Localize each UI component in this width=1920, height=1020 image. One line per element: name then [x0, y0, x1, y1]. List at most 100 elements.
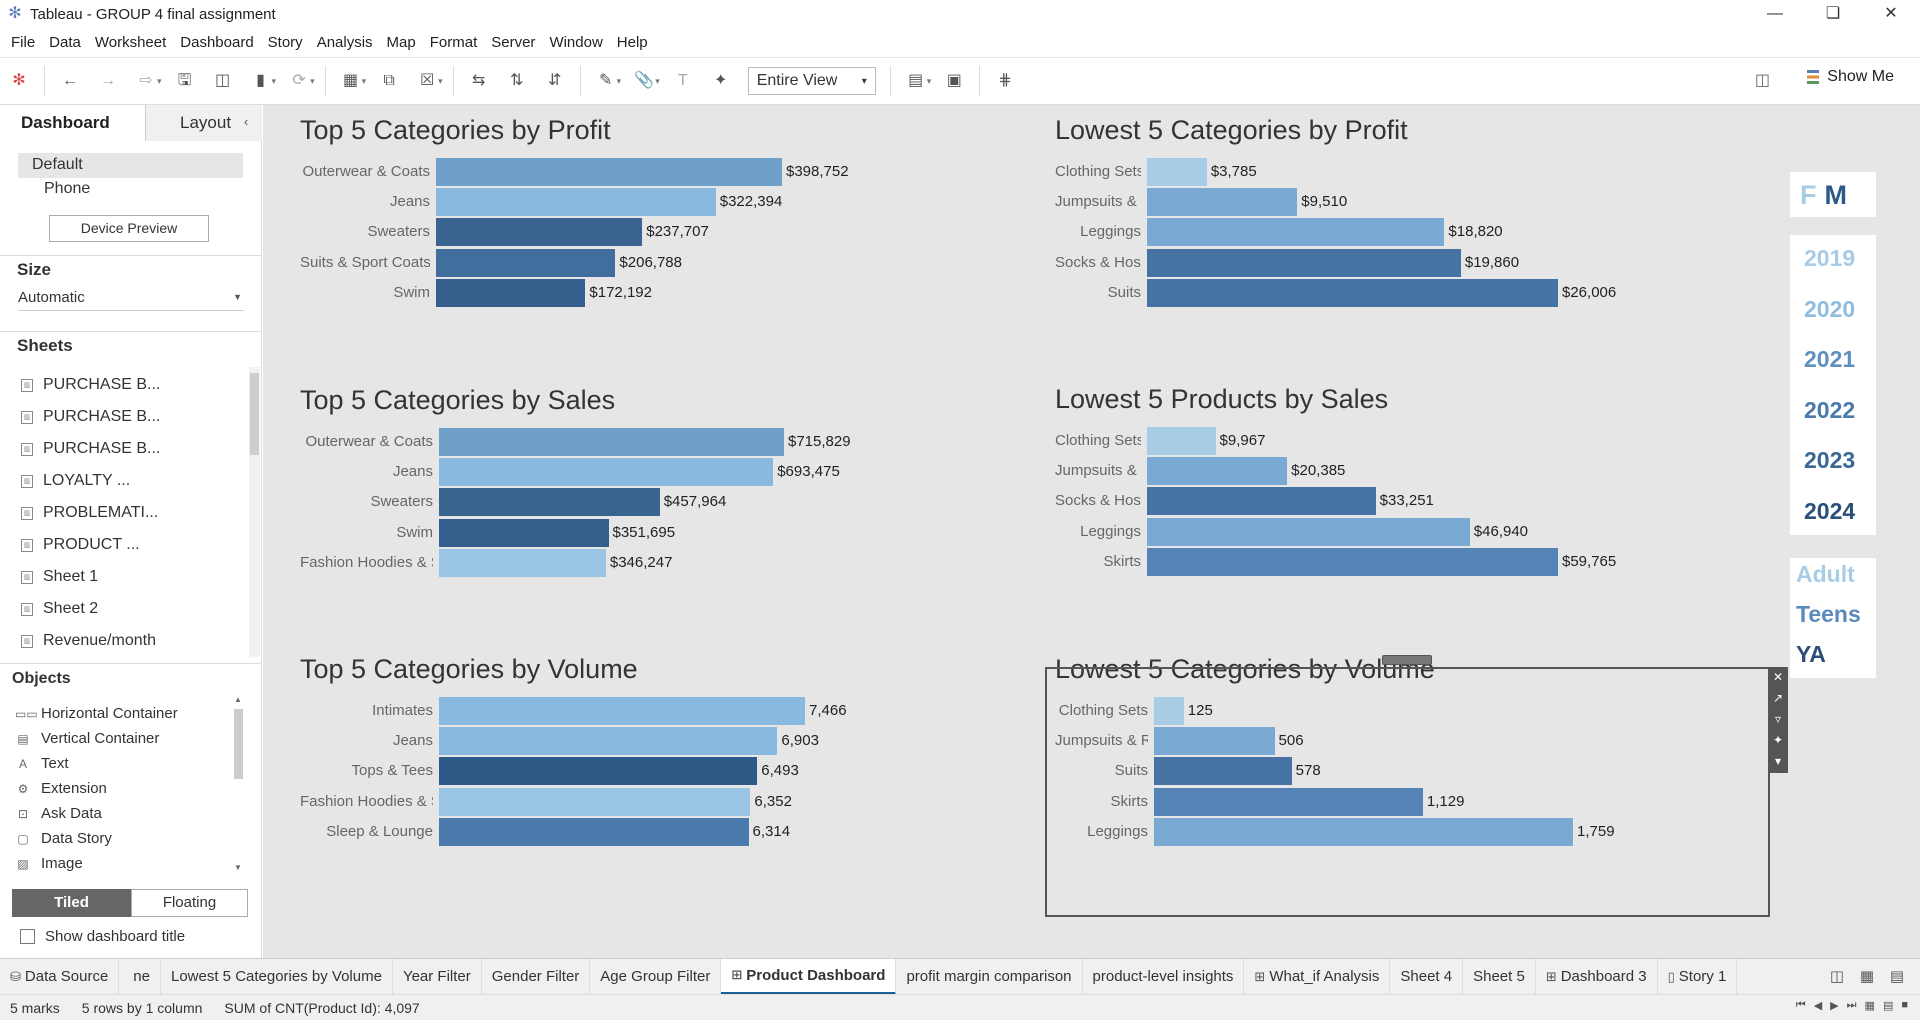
bar-row[interactable]: Jumpsuits & Ro.. 506	[1055, 727, 1755, 756]
bar[interactable]	[1147, 188, 1298, 217]
bar[interactable]	[439, 727, 778, 756]
menu-item-dashboard[interactable]: Dashboard	[180, 33, 254, 51]
device-default[interactable]: Default	[18, 153, 243, 178]
bar[interactable]	[1154, 787, 1423, 816]
bar[interactable]	[439, 787, 751, 816]
bar[interactable]	[439, 817, 749, 846]
age-option-teens[interactable]: Teens	[1796, 601, 1861, 627]
year-option-2024[interactable]: 2024	[1804, 497, 1856, 524]
menu-item-worksheet[interactable]: Worksheet	[94, 33, 167, 51]
age-option-adult[interactable]: Adult	[1796, 561, 1855, 587]
bar-row[interactable]: Swim $351,695	[300, 518, 1000, 547]
object-item[interactable]: ▤ Vertical Container	[0, 726, 240, 751]
bar-row[interactable]: Jeans $693,475	[300, 458, 1000, 487]
year-option-2019[interactable]: 2019	[1804, 245, 1856, 271]
tab-product-level-insights[interactable]: product-level insights	[1083, 958, 1245, 995]
bar-row[interactable]: Clothing Sets 125	[1055, 697, 1755, 725]
tab-profit-margin-comparison[interactable]: profit margin comparison	[896, 958, 1083, 995]
bar-row[interactable]: Clothing Sets $9,967	[1055, 427, 1755, 455]
gender-f[interactable]: F	[1800, 180, 1817, 210]
fit-dropdown[interactable]: Entire View ▾	[747, 67, 876, 95]
gender-m[interactable]: M	[1824, 180, 1848, 210]
bar-row[interactable]: Socks & Hosiery $33,251	[1055, 487, 1755, 516]
swap-icon[interactable]: ⇆	[471, 72, 486, 89]
year-option-2023[interactable]: 2023	[1804, 447, 1856, 473]
sheet-list-item[interactable]: ▥ PRODUCT ...	[0, 529, 250, 561]
object-item[interactable]: ⊡ Ask Data	[0, 801, 240, 826]
sheet-list-item[interactable]: ▥ PROBLEMATI...	[0, 497, 250, 529]
bar-row[interactable]: Suits & Sport Coats $206,788	[300, 248, 1000, 277]
tab-lowest-5-categories-by-volume[interactable]: Lowest 5 Categories by Volume	[161, 958, 393, 995]
more-options-icon[interactable]: ▾	[1774, 754, 1782, 768]
sort-descending-icon[interactable]: ⇵	[547, 72, 562, 89]
bar[interactable]	[1147, 487, 1376, 516]
bar[interactable]	[439, 458, 774, 487]
bar[interactable]	[1147, 517, 1470, 546]
objects-scrollbar[interactable]: ▲ ▼	[234, 695, 243, 872]
show-cards-icon[interactable]: ▤	[908, 72, 924, 89]
tab-gender-filter[interactable]: Gender Filter	[482, 958, 591, 995]
prev-page-icon[interactable]: ◀	[1813, 1000, 1823, 1012]
last-page-icon[interactable]: ⏭	[1846, 999, 1857, 1011]
tab-year-filter[interactable]: Year Filter	[393, 958, 482, 995]
undo-icon[interactable]: ←	[62, 72, 78, 89]
duplicate-icon[interactable]: ⧉	[383, 72, 395, 89]
bar-row[interactable]: Skirts 1,129	[1055, 787, 1755, 816]
tab-dashboard-3[interactable]: ⊞ Dashboard 3	[1536, 958, 1658, 995]
tab-age-group-filter[interactable]: Age Group Filter	[590, 958, 722, 995]
show-me-button[interactable]: Show Me	[1807, 68, 1894, 86]
bar[interactable]	[436, 248, 616, 277]
highlight-icon[interactable]: ✎	[598, 72, 613, 89]
restore-icon[interactable]: ❏	[1825, 5, 1841, 22]
menu-item-window[interactable]: Window	[549, 33, 603, 51]
bar[interactable]	[1147, 218, 1445, 247]
pin-icon[interactable]: ✦	[1772, 733, 1784, 747]
menu-item-analysis[interactable]: Analysis	[316, 33, 373, 51]
bar-row[interactable]: Suits 578	[1055, 757, 1755, 786]
bar-row[interactable]: Jeans $322,394	[300, 188, 1000, 217]
sort-ascending-icon[interactable]: ⇅	[509, 72, 524, 89]
bar-row[interactable]: Tops & Tees 6,493	[300, 757, 1000, 786]
sheet-sorter-icon[interactable]: ▦	[1864, 1000, 1875, 1012]
tab-sheet-5[interactable]: Sheet 5	[1463, 958, 1536, 995]
checkbox[interactable]	[20, 929, 35, 944]
save-icon[interactable]: 🖫	[177, 72, 192, 89]
object-item[interactable]: A Text	[0, 751, 240, 776]
object-item[interactable]: ▢ Data Story	[0, 826, 240, 851]
bar[interactable]	[1147, 547, 1558, 576]
tab-ne[interactable]: ne	[119, 958, 161, 995]
year-option-2021[interactable]: 2021	[1804, 346, 1856, 372]
bar-row[interactable]: Outerwear & Coats $398,752	[300, 158, 1000, 186]
bar[interactable]	[439, 757, 758, 786]
floating-button[interactable]: Floating	[131, 889, 248, 917]
tab-product-dashboard[interactable]: ⊞ Product Dashboard	[721, 958, 897, 995]
object-item[interactable]: ▨ Image	[0, 851, 240, 876]
menu-item-file[interactable]: File	[11, 33, 36, 51]
object-item[interactable]: ▭▭ Horizontal Container	[0, 701, 240, 726]
sheet-list-item[interactable]: ▥ Sheet 2	[0, 593, 250, 625]
bar[interactable]	[439, 697, 805, 725]
new-dashboard-icon[interactable]: ▦	[1859, 968, 1875, 985]
filmstrip-icon[interactable]: ▤	[1882, 1000, 1894, 1012]
menu-item-help[interactable]: Help	[616, 33, 648, 51]
presentation-mode-icon[interactable]: ▣	[946, 72, 962, 89]
minimize-icon[interactable]: —	[1767, 5, 1783, 22]
bar[interactable]	[436, 188, 716, 217]
bar[interactable]	[1147, 457, 1288, 486]
bar[interactable]	[436, 278, 586, 307]
bar-row[interactable]: Fashion Hoodies & Sweat.. 6,352	[300, 787, 1000, 816]
bar-row[interactable]: Sweaters $457,964	[300, 488, 1000, 517]
tab-sheet-4[interactable]: Sheet 4	[1390, 958, 1464, 995]
redo-icon[interactable]: →	[100, 72, 116, 89]
bar[interactable]	[1147, 427, 1216, 455]
bar-row[interactable]: Outerwear & Coats $715,829	[300, 428, 1000, 456]
bar[interactable]	[1154, 727, 1275, 756]
share-icon[interactable]: ⋕	[998, 72, 1012, 89]
bar-row[interactable]: Leggings $18,820	[1055, 218, 1755, 247]
bar[interactable]	[1147, 248, 1461, 277]
year-option-2020[interactable]: 2020	[1804, 295, 1856, 322]
first-page-icon[interactable]: ⏮	[1795, 999, 1806, 1011]
group-icon[interactable]: 📎	[634, 72, 655, 89]
sheet-list-item[interactable]: ▥ Revenue/month	[0, 625, 250, 657]
tab-data-source[interactable]: ⛁ Data Source	[0, 958, 120, 995]
